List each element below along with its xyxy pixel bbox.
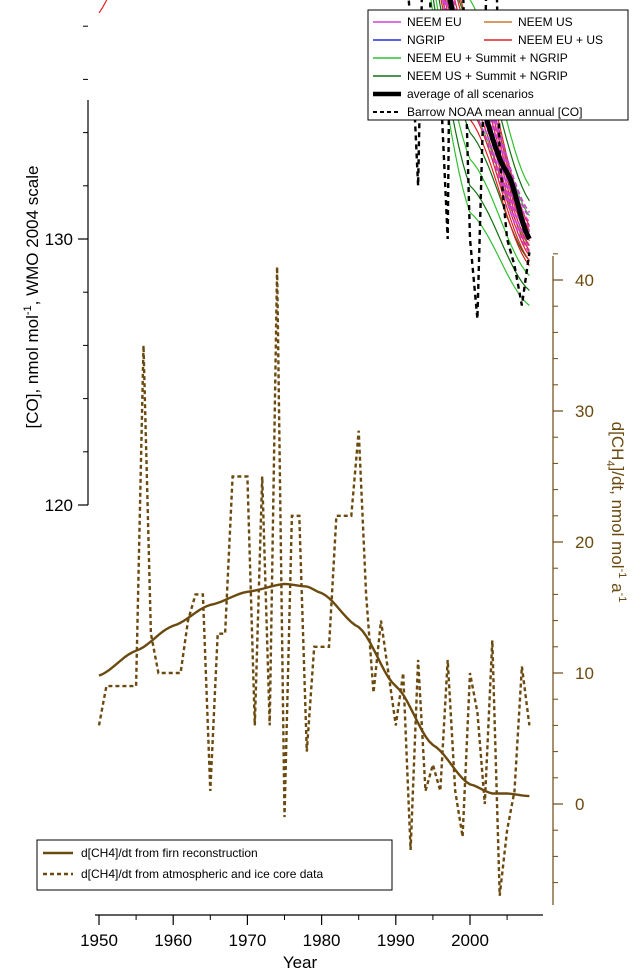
right-y-tick-label-40: 40 [575,271,594,290]
x-tick-label-1970: 1970 [228,931,266,950]
ch4-legend-box [36,839,393,891]
right-y-tick-label-0: 0 [575,795,584,814]
legend-label-4: NEEM EU + Summit + NGRIP [407,51,568,65]
co-legend: NEEM EU NEEM US NGRIP NEEM EU + US NEEM EU +… [367,9,629,121]
x-axis-ticks: 1950 1960 1970 1980 1990 2000 [80,915,508,950]
x-tick-label-1960: 1960 [154,931,192,950]
legend-label-0: NEEM EU [407,15,462,29]
right-y-axis-ticks: 0 10 20 30 40 [553,253,594,884]
barrow-noaa-co-line [407,0,531,319]
legend-label-7: Barrow NOAA mean annual [CO] [407,105,582,119]
legend-label-6: average of all scenarios [407,87,534,101]
ch4-atmospheric-ice-core-line [97,266,531,896]
x-tick-label-1980: 1980 [303,931,341,950]
right-y-tick-label-20: 20 [575,533,594,552]
scenario-curve-neem-eu-us-7 [457,0,530,231]
ch4-legend-firn-label: d[CH4]/dt from firn reconstruction [81,846,258,860]
left-y-tick-label-130: 130 [45,230,73,249]
ch4-legend: d[CH4]/dt from firn reconstruction d[CH4… [36,839,393,891]
right-y-tick-label-10: 10 [575,664,594,683]
legend-label-5: NEEM US + Summit + NGRIP [407,69,568,83]
co-legend-box [367,9,629,121]
right-y-tick-label-30: 30 [575,402,594,421]
x-tick-label-2000: 2000 [451,931,489,950]
left-y-axis-ticks: 120130140150160 [45,25,88,515]
right-y-axis-title: d[CH4]/dt, nmol mol-1 a-1 [604,422,628,603]
ch4-legend-atmos-label: d[CH4]/dt from atmospheric and ice core … [81,867,323,881]
legend-label-1: NEEM US [518,15,573,29]
co-legend-entries: NEEM EU NEEM US NGRIP NEEM EU + US NEEM EU +… [373,15,603,119]
x-tick-label-1950: 1950 [80,931,118,950]
ch4-firn-reconstruction-line [98,582,530,798]
x-tick-label-1990: 1990 [377,931,415,950]
scenario-curve-neem-eu-summit-ngrip-0 [430,0,530,306]
main-series-layer [97,0,532,896]
legend-label-2: NGRIP [407,33,445,47]
x-axis-title: Year [283,953,318,972]
left-y-axis-title: [CO], nmol mol-1, WMO 2004 scale [22,166,42,429]
left-y-tick-label-120: 120 [45,496,73,515]
scenario-curve-neem-eu-summit-ngrip-1 [432,0,530,291]
legend-label-3: NEEM EU + US [518,33,603,47]
